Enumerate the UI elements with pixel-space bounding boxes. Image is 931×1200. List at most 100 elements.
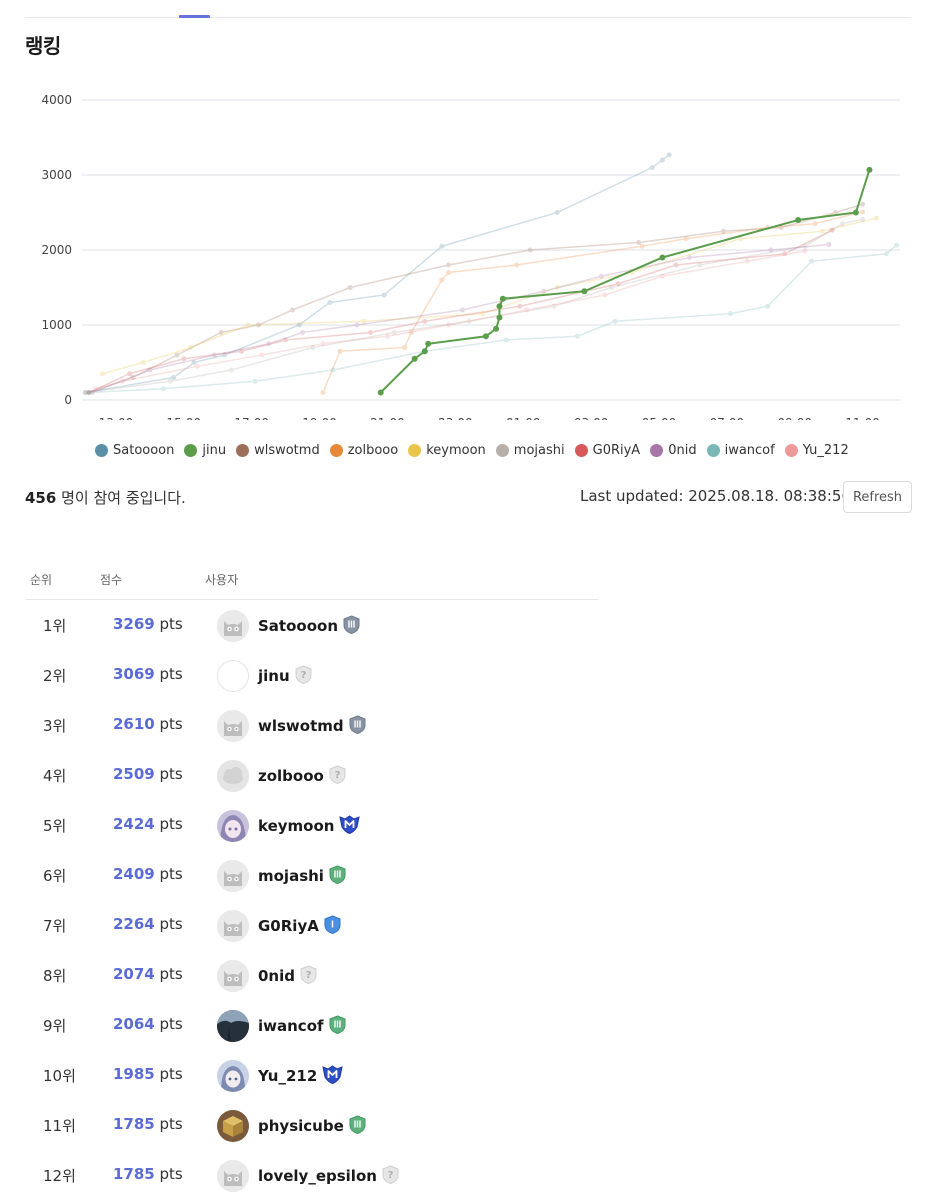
data-point[interactable] <box>765 303 771 309</box>
data-point[interactable] <box>598 273 604 279</box>
table-row[interactable]: 1위 3269 pts Satoooon <box>25 600 599 650</box>
data-point[interactable] <box>167 378 173 384</box>
data-point[interactable] <box>422 318 428 324</box>
data-point[interactable] <box>86 390 92 395</box>
data-point[interactable] <box>826 241 832 247</box>
data-point[interactable] <box>721 228 727 234</box>
data-point[interactable] <box>391 330 397 335</box>
legend-item[interactable]: Yu_212 <box>784 443 849 458</box>
data-point[interactable] <box>381 292 387 298</box>
data-point[interactable] <box>687 255 693 260</box>
data-point[interactable] <box>411 355 418 362</box>
data-point[interactable] <box>174 352 180 358</box>
avatar[interactable] <box>217 710 249 742</box>
avatar[interactable] <box>217 860 249 892</box>
data-point[interactable] <box>377 389 384 396</box>
data-point[interactable] <box>99 371 105 377</box>
data-point[interactable] <box>361 318 367 324</box>
data-point[interactable] <box>839 221 845 227</box>
data-point[interactable] <box>683 236 689 242</box>
data-point[interactable] <box>795 217 802 223</box>
username-link[interactable]: Satoooon <box>258 615 360 635</box>
data-point[interactable] <box>551 303 557 309</box>
data-point[interactable] <box>86 390 92 395</box>
data-point[interactable] <box>252 378 258 384</box>
data-point[interactable] <box>581 288 588 295</box>
table-row[interactable]: 10위 1985 pts Yu_212 <box>25 1050 599 1100</box>
data-point[interactable] <box>778 225 784 230</box>
avatar[interactable] <box>217 810 249 842</box>
data-point[interactable] <box>673 262 679 268</box>
table-row[interactable]: 12위 1785 pts lovely_epsilon? <box>25 1150 599 1200</box>
data-point[interactable] <box>894 242 900 248</box>
data-point[interactable] <box>330 367 336 373</box>
legend-item[interactable]: Satoooon <box>95 443 174 458</box>
data-point[interactable] <box>259 352 265 358</box>
data-point[interactable] <box>384 333 390 339</box>
data-point[interactable] <box>575 333 581 339</box>
data-point[interactable] <box>768 247 774 253</box>
data-point[interactable] <box>615 281 621 287</box>
data-point[interactable] <box>211 352 217 358</box>
legend-item[interactable]: iwancof <box>706 443 775 458</box>
data-point[interactable] <box>320 341 326 347</box>
data-point[interactable] <box>554 210 560 215</box>
data-point[interactable] <box>812 221 818 227</box>
data-point[interactable] <box>446 270 452 275</box>
data-point[interactable] <box>446 262 452 268</box>
username-link[interactable]: 0nid? <box>258 965 317 985</box>
data-point[interactable] <box>697 262 703 268</box>
data-point[interactable] <box>120 378 126 384</box>
legend-item[interactable]: wlswotmd <box>236 443 320 458</box>
table-row[interactable]: 4위 2509 pts zolbooo? <box>25 750 599 800</box>
data-point[interactable] <box>283 337 289 343</box>
data-point[interactable] <box>401 345 407 350</box>
data-point[interactable] <box>228 367 234 373</box>
data-point[interactable] <box>782 251 788 257</box>
avatar[interactable] <box>217 660 249 692</box>
legend-item[interactable]: 0nid <box>650 443 697 458</box>
data-point[interactable] <box>82 390 88 395</box>
data-point[interactable] <box>659 157 665 163</box>
data-point[interactable] <box>408 330 414 335</box>
avatar[interactable] <box>217 610 249 642</box>
data-point[interactable] <box>446 322 452 328</box>
data-point[interactable] <box>354 322 360 328</box>
data-point[interactable] <box>93 386 99 392</box>
data-point[interactable] <box>883 251 889 257</box>
data-point[interactable] <box>541 288 547 294</box>
data-point[interactable] <box>466 318 472 324</box>
data-point[interactable] <box>245 322 251 328</box>
legend-item[interactable]: zolbooo <box>329 443 398 458</box>
data-point[interactable] <box>296 322 302 328</box>
table-row[interactable]: 3위 2610 pts wlswotmd <box>25 700 599 750</box>
data-point[interactable] <box>819 228 825 234</box>
data-point[interactable] <box>503 337 509 343</box>
data-point[interactable] <box>602 292 608 298</box>
username-link[interactable]: jinu? <box>258 665 312 685</box>
avatar[interactable] <box>217 1160 249 1192</box>
data-point[interactable] <box>130 375 136 380</box>
data-point[interactable] <box>289 307 295 313</box>
avatar[interactable] <box>217 910 249 942</box>
table-row[interactable]: 9위 2064 pts iwancof <box>25 1000 599 1050</box>
legend-item[interactable]: G0RiyA <box>574 443 640 458</box>
data-point[interactable] <box>737 236 743 242</box>
avatar[interactable] <box>217 1110 249 1142</box>
username-link[interactable]: keymoon <box>258 815 361 835</box>
data-point[interactable] <box>188 345 194 350</box>
data-point[interactable] <box>659 254 666 261</box>
data-point[interactable] <box>636 240 642 245</box>
data-point[interactable] <box>337 348 343 354</box>
data-point[interactable] <box>160 386 166 392</box>
table-row[interactable]: 5위 2424 pts keymoon <box>25 800 599 850</box>
data-point[interactable] <box>480 311 486 317</box>
data-point[interactable] <box>239 348 245 354</box>
data-point[interactable] <box>191 360 197 365</box>
data-point[interactable] <box>727 311 733 317</box>
data-point[interactable] <box>482 333 489 340</box>
data-point[interactable] <box>147 367 153 373</box>
data-point[interactable] <box>255 322 261 328</box>
data-point[interactable] <box>666 152 672 158</box>
data-point[interactable] <box>194 363 200 369</box>
